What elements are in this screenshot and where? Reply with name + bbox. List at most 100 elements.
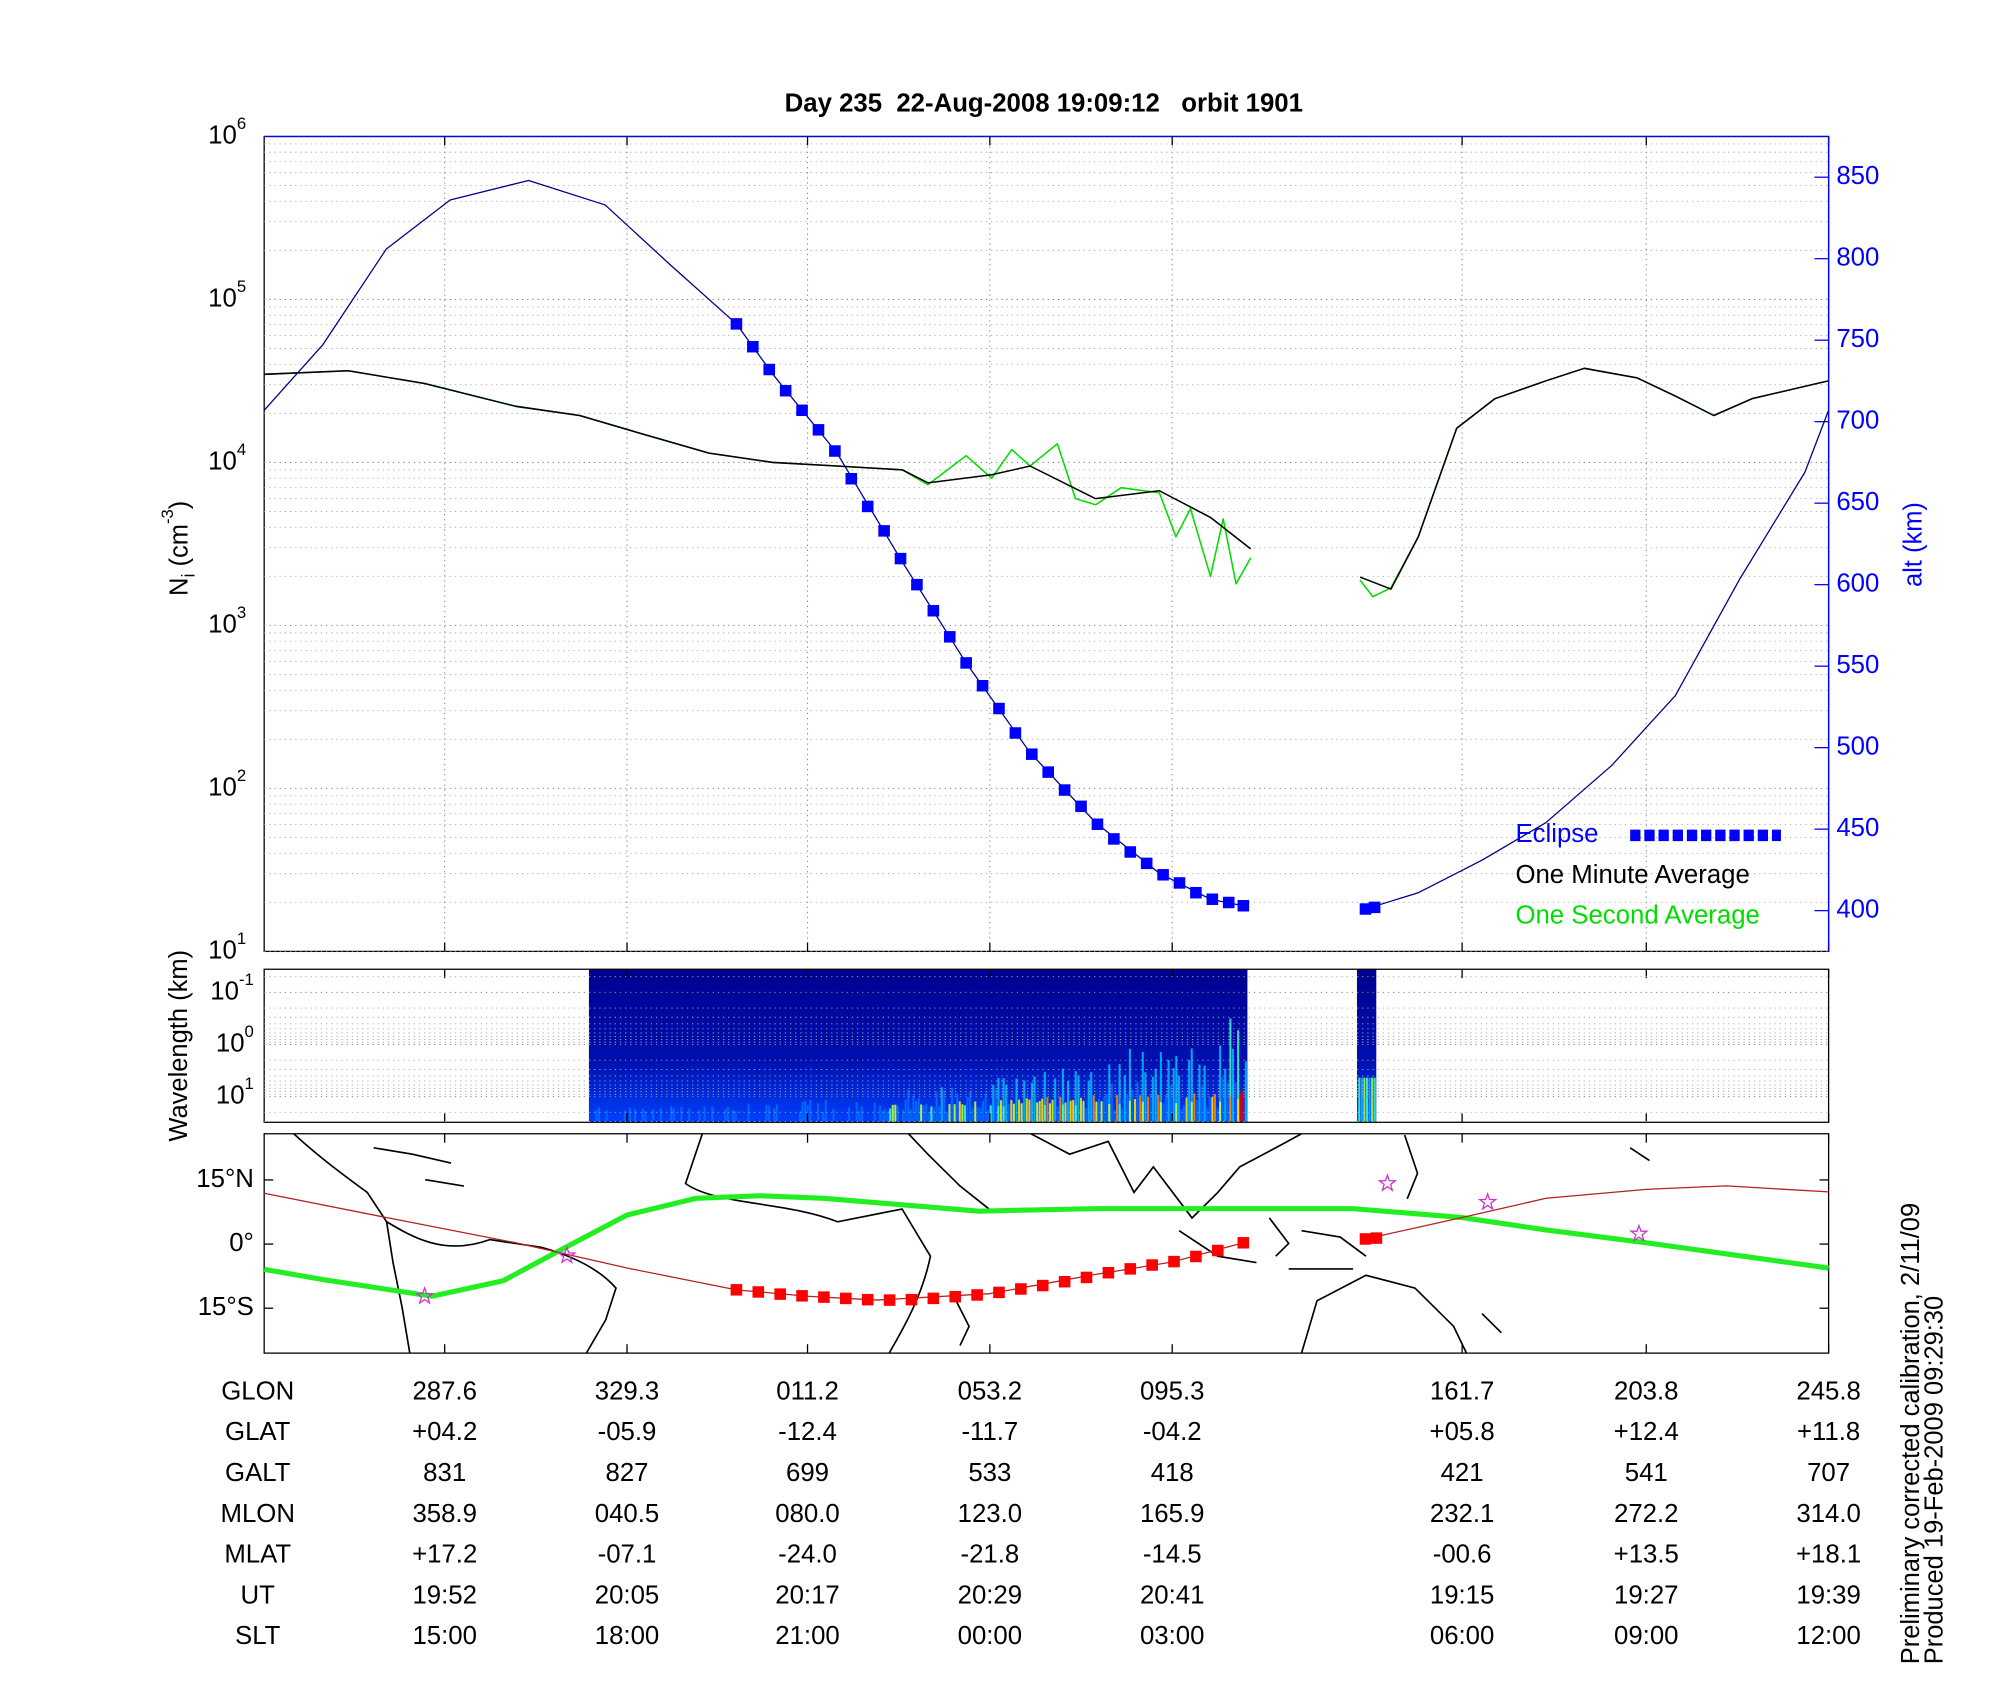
spectrogram-streak [940, 1087, 943, 1123]
marker [1146, 1259, 1158, 1271]
spectrogram-streak [1069, 1100, 1072, 1123]
spectrogram-streak [1105, 1094, 1108, 1123]
table-cell: 707 [1807, 1459, 1850, 1487]
spectrogram-streak [987, 1110, 990, 1123]
y-tick-label: 103 [208, 603, 246, 638]
spectrogram-streak [889, 1108, 892, 1123]
spectrogram-streak [912, 1095, 915, 1123]
tick-base: 10 [208, 121, 237, 149]
spectrogram-streak [974, 1101, 977, 1123]
spectrogram-streak [605, 1110, 608, 1123]
star-marker [414, 1285, 435, 1305]
spectrogram-streak [1077, 1075, 1080, 1123]
spectrogram-streak [961, 1104, 964, 1123]
marker [1168, 1255, 1180, 1268]
spectrogram-streak [1061, 1104, 1064, 1123]
marker [993, 1286, 1005, 1299]
table-cell: 011.2 [776, 1377, 839, 1405]
spectrogram-streak [1152, 1076, 1155, 1123]
y2-tick-label: 700 [1836, 407, 1879, 435]
table-cell: +04.2 [412, 1418, 477, 1446]
spectrogram-streak [688, 1108, 691, 1123]
spectrogram-streak [938, 1106, 941, 1123]
spectrogram-streak [1154, 1068, 1157, 1123]
table-cell: 161.7 [1430, 1377, 1494, 1405]
spectrogram-streak [1046, 1097, 1049, 1123]
spectrogram-streak [1363, 1077, 1366, 1123]
spectrogram-streak [1175, 1103, 1178, 1123]
marker [1237, 1237, 1250, 1249]
spectrogram-streak [809, 1099, 812, 1123]
spectrogram-streak [1149, 1093, 1152, 1123]
marker [774, 1288, 786, 1300]
y2-axis-label: alt (km) [1900, 502, 1928, 587]
marker [1080, 1271, 1093, 1284]
row-label: GLAT [225, 1418, 291, 1446]
marker [861, 1293, 874, 1306]
coastline [373, 1146, 465, 1187]
tick-base: 10 [210, 977, 239, 1005]
spectrogram-streak [904, 1099, 907, 1123]
star-marker [1477, 1191, 1498, 1211]
spectrogram-streak [1201, 1085, 1204, 1123]
row-label: GLON [221, 1377, 294, 1405]
y2-tick-label: 850 [1836, 162, 1879, 190]
spectrogram-streak [917, 1097, 920, 1123]
y-tick-label: 15°S [198, 1293, 254, 1321]
tick-base: 10 [208, 773, 237, 801]
marker [829, 445, 841, 457]
spectrogram-streak [775, 1104, 778, 1123]
star-marker [557, 1245, 577, 1264]
spectrogram-streak [948, 1104, 951, 1123]
table-cell: 095.3 [1140, 1377, 1204, 1405]
table-cell: 272.2 [1614, 1500, 1678, 1528]
spectrogram-streak [747, 1103, 750, 1123]
row-label: MLON [221, 1500, 295, 1528]
marker [1124, 846, 1137, 858]
spectrogram-streak [698, 1110, 701, 1123]
table-cell: 421 [1441, 1459, 1484, 1487]
marker [1368, 901, 1381, 914]
table-cell: 533 [968, 1459, 1011, 1487]
marker [796, 1290, 808, 1302]
spectrogram-streak [670, 1106, 673, 1123]
tick-base: 10 [208, 284, 237, 312]
spectrogram-streak [963, 1105, 966, 1123]
spectrogram-streak [804, 1100, 807, 1123]
marker [1370, 1232, 1383, 1244]
marker [894, 552, 907, 565]
spectrogram-streak [641, 1108, 644, 1123]
marker [927, 1292, 940, 1305]
spectrogram-streak [1188, 1060, 1191, 1123]
y2-tick-label: 750 [1836, 325, 1879, 353]
tick-exponent: 4 [237, 440, 246, 459]
y-tick-label: 15°N [196, 1165, 254, 1193]
spectrogram-streak [1216, 1108, 1219, 1123]
tick-exponent: -1 [239, 970, 254, 989]
coastline [385, 1221, 411, 1354]
spectrogram-streak [935, 1091, 938, 1123]
spectrogram-streak [1113, 1110, 1116, 1123]
spectrogram-streak [1198, 1064, 1201, 1123]
spectrogram-streak [1219, 1045, 1222, 1123]
y2-tick-label: 500 [1836, 733, 1879, 761]
tick-base: 15°N [196, 1165, 254, 1193]
spectrogram-streak [1203, 1065, 1206, 1123]
table-cell: -05.9 [598, 1418, 657, 1446]
spectrogram-streak [1144, 1072, 1147, 1123]
spectrogram-streak [878, 1105, 881, 1123]
spectrogram-streak [1118, 1104, 1121, 1123]
y-axis-label: Ni (cm-3) [158, 501, 198, 596]
table-cell: 358.9 [412, 1500, 476, 1528]
spectrogram-streak [1213, 1094, 1216, 1123]
y-tick-label: 105 [208, 277, 246, 312]
table-cell: 21:00 [775, 1622, 839, 1650]
spectrogram-streak [1358, 1077, 1361, 1123]
spectrogram-streak [927, 1112, 930, 1123]
tick-base: 0° [229, 1229, 254, 1257]
tick-base: 10 [208, 936, 237, 964]
spectrogram-streak [1146, 1096, 1149, 1123]
tick-exponent: 5 [237, 277, 246, 296]
y2-tick-label: 800 [1836, 244, 1879, 272]
spectrogram-streak [997, 1077, 1000, 1123]
